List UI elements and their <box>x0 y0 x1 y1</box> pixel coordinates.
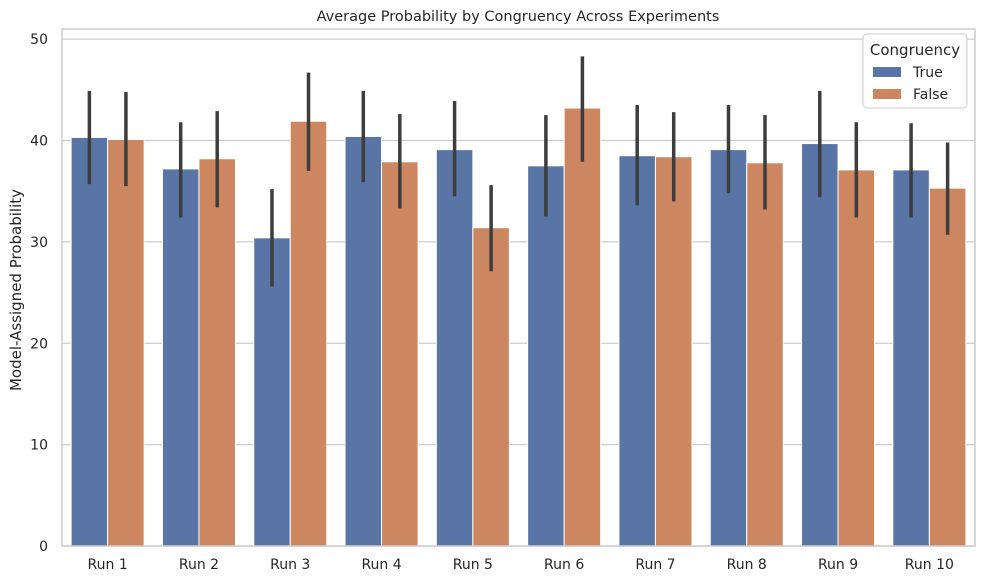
legend-label-false: False <box>913 87 948 103</box>
bar-false <box>472 227 510 547</box>
x-tick-label: Run 6 <box>544 557 584 573</box>
plot-frame <box>61 28 976 547</box>
bar-true <box>435 149 474 547</box>
bar-true <box>892 169 930 547</box>
x-tick-label: Run 7 <box>635 557 675 573</box>
y-tick-label: 0 <box>39 539 48 555</box>
y-tick-label: 50 <box>30 32 48 48</box>
error-bars <box>87 56 950 287</box>
bar-false <box>563 107 602 547</box>
y-tick-labels: 0 10 20 30 40 50 <box>30 32 48 555</box>
legend: Congruency True False <box>862 33 968 109</box>
y-axis-label: Model-Assigned Probability <box>7 189 25 391</box>
y-tick-label: 30 <box>30 235 48 251</box>
chart-title: Average Probability by Congruency Across… <box>317 9 720 25</box>
bar-false <box>654 156 693 547</box>
x-tick-label: Run 5 <box>453 557 493 573</box>
x-tick-label: Run 4 <box>361 557 401 573</box>
bar-true <box>618 155 656 547</box>
y-tick-label: 40 <box>30 134 48 150</box>
x-tick-labels: Run 1 Run 2 Run 3 Run 4 Run 5 Run 6 Run 7 Run 8… <box>88 557 954 573</box>
bar-false <box>928 187 967 547</box>
x-tick-label: Run 9 <box>818 557 858 573</box>
x-tick-label: Run 1 <box>88 557 128 573</box>
bar-true <box>801 143 839 547</box>
bar-true <box>161 168 200 547</box>
x-tick-label: Run 3 <box>270 557 310 573</box>
bar-false <box>746 162 784 547</box>
bars <box>70 107 967 547</box>
y-tick-label: 10 <box>30 438 48 454</box>
bar-false <box>107 138 145 547</box>
bar-false <box>837 169 876 547</box>
bar-false <box>289 120 328 547</box>
x-tick-label: Run 2 <box>179 557 219 573</box>
bar-true <box>344 135 383 547</box>
bar-true <box>527 165 565 547</box>
x-tick-label: Run 10 <box>905 557 954 573</box>
legend-swatch-false <box>873 89 901 99</box>
legend-title: Congruency <box>870 41 960 59</box>
bar-true <box>709 149 748 547</box>
x-tick-label: Run 8 <box>727 557 767 573</box>
bar-false <box>381 161 419 547</box>
legend-label-true: True <box>912 65 943 81</box>
bar-false <box>198 158 236 547</box>
legend-swatch-true <box>873 67 901 77</box>
y-tick-label: 20 <box>30 336 48 352</box>
bar-true <box>70 136 109 547</box>
